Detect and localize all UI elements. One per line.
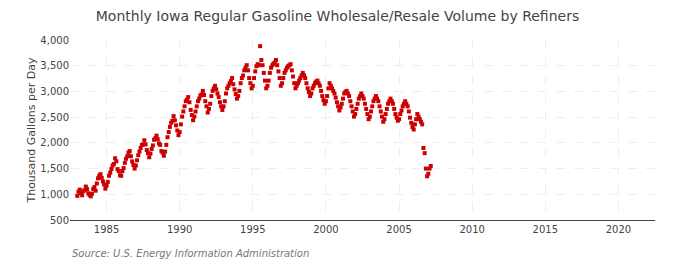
svg-text:Thousand Gallons per Day: Thousand Gallons per Day xyxy=(25,57,38,204)
svg-text:1985: 1985 xyxy=(94,224,119,235)
svg-text:2015: 2015 xyxy=(533,224,558,235)
svg-text:1,000: 1,000 xyxy=(40,189,69,200)
svg-text:3,000: 3,000 xyxy=(40,86,69,97)
svg-text:1990: 1990 xyxy=(167,224,192,235)
svg-text:2,000: 2,000 xyxy=(40,137,69,148)
svg-text:2000: 2000 xyxy=(313,224,338,235)
svg-text:500: 500 xyxy=(50,215,69,226)
svg-text:2010: 2010 xyxy=(459,224,484,235)
svg-text:Source: U.S. Energy Informatio: Source: U.S. Energy Information Administ… xyxy=(72,248,309,259)
svg-text:2020: 2020 xyxy=(606,224,631,235)
svg-text:Monthly Iowa Regular Gasoline: Monthly Iowa Regular Gasoline Wholesale/… xyxy=(96,8,579,24)
svg-text:1995: 1995 xyxy=(240,224,265,235)
svg-text:2005: 2005 xyxy=(386,224,411,235)
svg-text:1,500: 1,500 xyxy=(40,163,69,174)
svg-text:3,500: 3,500 xyxy=(40,60,69,71)
svg-text:4,000: 4,000 xyxy=(40,35,69,46)
svg-text:2,500: 2,500 xyxy=(40,112,69,123)
